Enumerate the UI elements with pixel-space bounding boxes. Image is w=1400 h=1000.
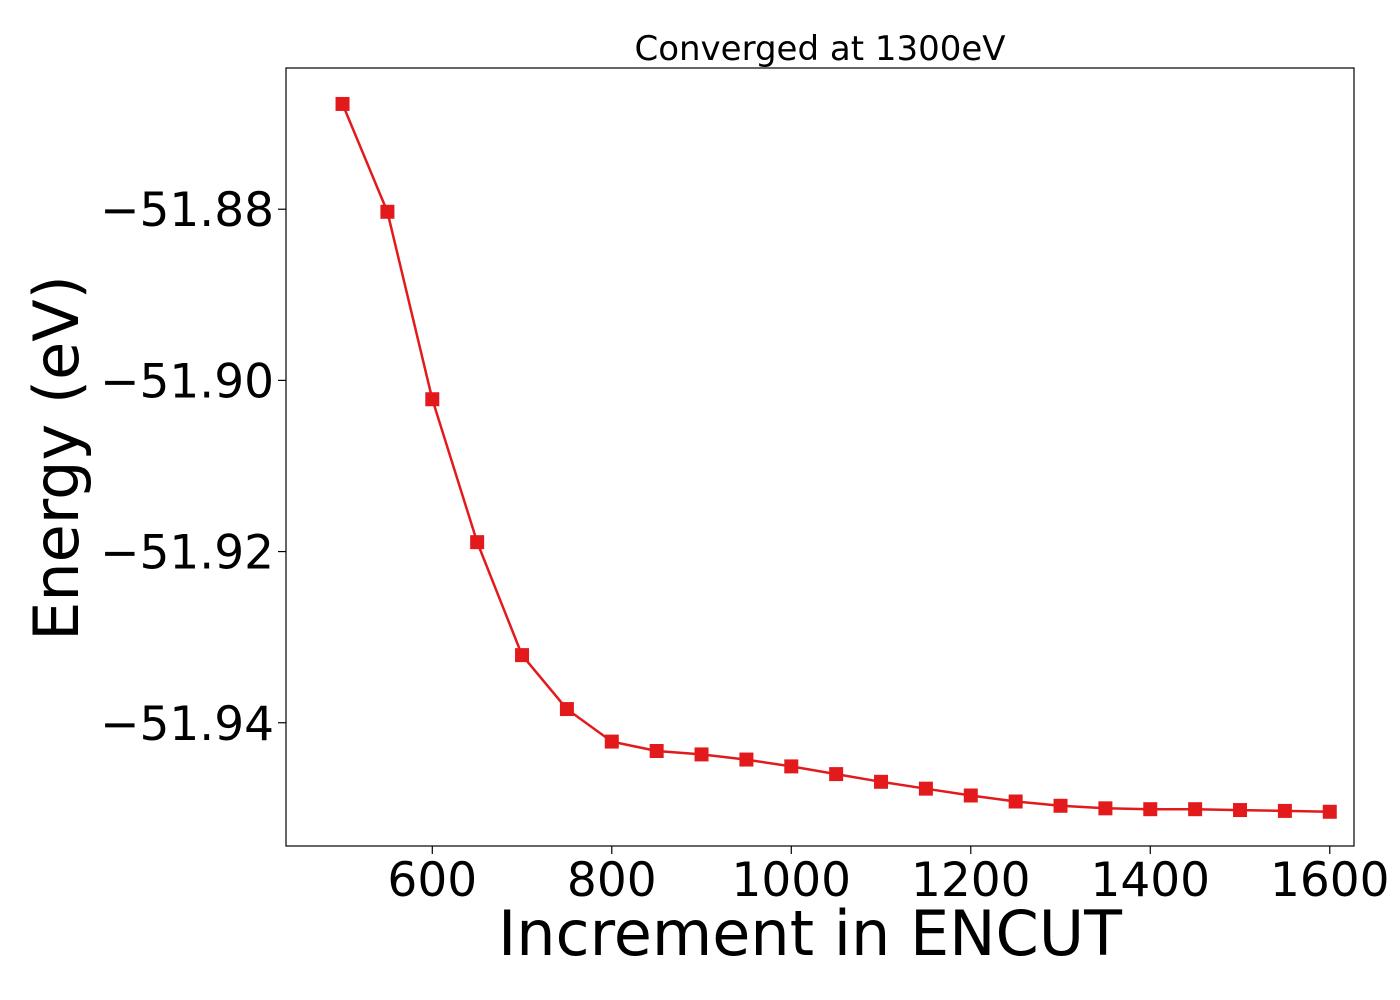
- data-point-marker: [694, 747, 709, 762]
- x-tick-label: 1200: [911, 853, 1031, 908]
- x-axis: 600 800 1000 1200 1400 1600: [387, 846, 1390, 908]
- y-tick-label: −51.90: [100, 354, 274, 409]
- data-point-marker: [1143, 802, 1158, 817]
- data-point-marker: [1188, 802, 1203, 817]
- x-axis-label: Increment in ENCUT: [498, 897, 1123, 970]
- y-tick-label: −51.88: [100, 183, 274, 238]
- chart-title: Converged at 1300eV: [634, 29, 1005, 69]
- data-point-marker: [1053, 798, 1068, 813]
- y-tick-label: −51.92: [100, 526, 274, 581]
- data-point-marker: [1322, 804, 1337, 819]
- data-point-marker: [559, 702, 574, 717]
- x-tick-label: 600: [387, 853, 477, 908]
- plot-layer: [335, 96, 1337, 819]
- data-point-marker: [515, 648, 530, 663]
- data-point-marker: [380, 204, 395, 219]
- y-tick-label: −51.94: [100, 697, 274, 752]
- series-line: [341, 103, 1330, 814]
- data-point-marker: [829, 767, 844, 782]
- data-point-marker: [470, 535, 485, 550]
- y-axis-label: Energy (eV): [20, 275, 93, 641]
- data-point-marker: [918, 781, 933, 796]
- data-point-marker: [784, 759, 799, 774]
- data-point-marker: [425, 392, 440, 407]
- data-point-marker: [1233, 803, 1248, 818]
- data-point-marker: [739, 752, 754, 767]
- data-point-marker: [1008, 794, 1023, 809]
- plot-frame: [285, 67, 1355, 847]
- data-point-marker: [604, 734, 619, 749]
- data-point-marker: [963, 788, 978, 803]
- x-tick-label: 800: [567, 853, 657, 908]
- x-tick-label: 1600: [1270, 853, 1390, 908]
- data-point-marker: [1277, 803, 1292, 818]
- data-point-marker: [649, 743, 664, 758]
- data-point-marker: [335, 96, 350, 111]
- data-point-marker: [1098, 801, 1113, 816]
- y-axis: −51.88 −51.90 −51.92 −51.94: [100, 183, 286, 752]
- data-point-marker: [874, 774, 889, 789]
- x-tick-label: 1400: [1090, 853, 1210, 908]
- x-tick-label: 1000: [731, 853, 851, 908]
